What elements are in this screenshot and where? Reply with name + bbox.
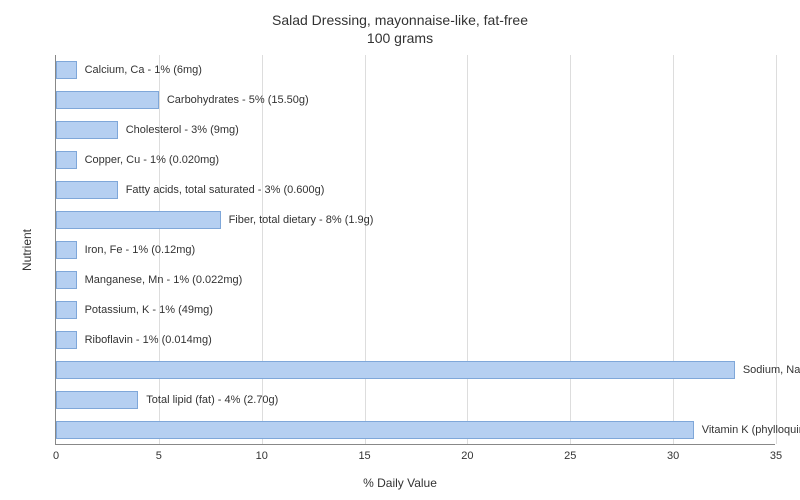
chart-title-line2: 100 grams xyxy=(0,30,800,48)
y-axis-label: Nutrient xyxy=(20,229,34,271)
x-tick: 35 xyxy=(770,450,782,462)
bar-label: Potassium, K - 1% (49mg) xyxy=(85,304,213,316)
bar xyxy=(56,331,77,350)
x-tick: 10 xyxy=(256,450,268,462)
bar xyxy=(56,361,735,380)
chart-title: Salad Dressing, mayonnaise-like, fat-fre… xyxy=(0,12,800,47)
bar xyxy=(56,301,77,320)
plot-area: 05101520253035 Calcium, Ca - 1% (6mg)Car… xyxy=(55,55,775,445)
bar-label: Fiber, total dietary - 8% (1.9g) xyxy=(229,214,374,226)
chart-title-line1: Salad Dressing, mayonnaise-like, fat-fre… xyxy=(0,12,800,30)
bar-label: Calcium, Ca - 1% (6mg) xyxy=(85,64,202,76)
bar-label: Sodium, Na - 33% (788mg) xyxy=(743,364,800,376)
bar xyxy=(56,151,77,170)
x-tick: 15 xyxy=(358,450,370,462)
bar-label: Vitamin K (phylloquinone) - 31% (24.7mcg… xyxy=(702,424,800,436)
bar-label: Iron, Fe - 1% (0.12mg) xyxy=(85,244,196,256)
nutrient-bar-chart: Salad Dressing, mayonnaise-like, fat-fre… xyxy=(0,0,800,500)
bar xyxy=(56,271,77,290)
bar-label: Riboflavin - 1% (0.014mg) xyxy=(85,334,212,346)
x-tick: 0 xyxy=(53,450,59,462)
x-tick: 20 xyxy=(461,450,473,462)
bar-label: Carbohydrates - 5% (15.50g) xyxy=(167,94,309,106)
bars-layer: Calcium, Ca - 1% (6mg) Carbohydrates - 5%… xyxy=(56,55,775,444)
bar xyxy=(56,181,118,200)
x-axis-label: % Daily Value xyxy=(0,476,800,490)
bar xyxy=(56,121,118,140)
x-tick: 25 xyxy=(564,450,576,462)
bar-label: Total lipid (fat) - 4% (2.70g) xyxy=(146,394,278,406)
bar-label: Cholesterol - 3% (9mg) xyxy=(126,124,239,136)
bar-label: Manganese, Mn - 1% (0.022mg) xyxy=(85,274,243,286)
bar xyxy=(56,391,138,410)
bar-label: Fatty acids, total saturated - 3% (0.600… xyxy=(126,184,325,196)
gridline xyxy=(776,55,777,444)
bar xyxy=(56,61,77,80)
x-tick: 5 xyxy=(156,450,162,462)
bar xyxy=(56,211,221,230)
bar xyxy=(56,421,694,440)
bar xyxy=(56,241,77,260)
x-tick: 30 xyxy=(667,450,679,462)
bar xyxy=(56,91,159,110)
bar-label: Copper, Cu - 1% (0.020mg) xyxy=(85,154,220,166)
